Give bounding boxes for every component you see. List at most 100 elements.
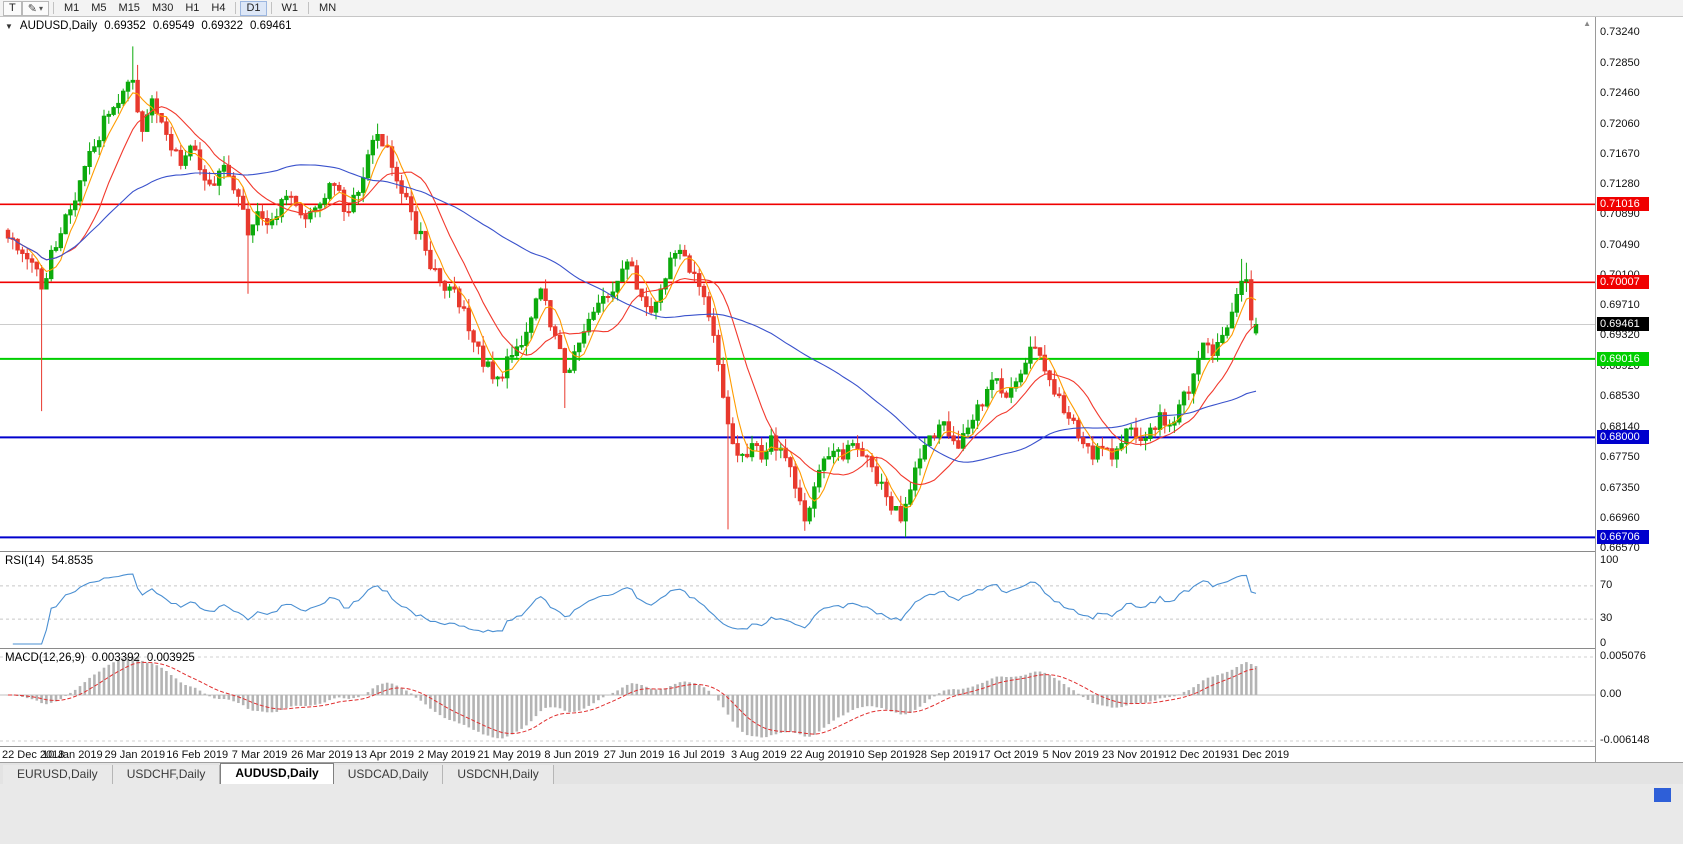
rsi-tick: 0 <box>1600 637 1607 649</box>
macd-histogram <box>6 657 1258 739</box>
toolbar-separator <box>235 2 237 14</box>
price-pane[interactable]: ▼ AUDUSD,Daily 0.69352 0.69549 0.69322 0… <box>0 17 1595 551</box>
timeframe-d1[interactable]: D1 <box>240 0 267 16</box>
price-tick: 0.71280 <box>1600 177 1640 190</box>
macd-main-value: 0.003392 <box>91 652 140 664</box>
macd-tick: 0.005076 <box>1600 650 1646 662</box>
macd-label: MACD(12,26,9) <box>5 652 85 664</box>
macd-tick: -0.006148 <box>1600 734 1650 746</box>
price-tick: 0.68920 <box>1600 360 1640 373</box>
time-axis[interactable]: 22 Dec 2018 10 Jan 2019 29 Jan 2019 16 Feb … <box>0 746 1595 762</box>
timeframe-m1[interactable]: M1 <box>63 2 80 14</box>
date-label: 27 Jun 2019 <box>603 749 665 761</box>
symbol-label: AUDUSD,Daily <box>19 20 98 32</box>
date-label: 28 Sep 2019 <box>914 749 978 761</box>
date-label: 29 Jan 2019 <box>104 749 166 761</box>
date-label: 10 Sep 2019 <box>852 749 915 761</box>
low-value: 0.69322 <box>201 20 243 32</box>
toolbar: T ✎ ▾ M1 M5 M15 M30 H1 H4 D1 W1 MN <box>0 0 1683 17</box>
rsi-pane[interactable]: RSI(14) 54.8535 <box>0 551 1595 648</box>
price-tick: 0.67350 <box>1600 481 1640 494</box>
chart-type-button[interactable]: T <box>3 0 22 16</box>
macd-title: MACD(12,26,9) 0.003392 0.003925 <box>5 652 195 664</box>
price-tick: 0.70490 <box>1600 238 1640 251</box>
macd-signal-line <box>8 661 1257 735</box>
overlay-ma-mid <box>7 106 1257 486</box>
date-label: 22 Dec 2018 <box>2 749 65 761</box>
chart-panes: ▼ AUDUSD,Daily 0.69352 0.69549 0.69322 0… <box>0 17 1595 762</box>
timeframe-m5[interactable]: M5 <box>91 2 107 14</box>
level-price-label: 0.66706 <box>1597 530 1649 545</box>
price-tick: 0.73240 <box>1600 26 1640 39</box>
pencil-icon: ✎ <box>27 2 37 15</box>
chart-title: ▼ AUDUSD,Daily 0.69352 0.69549 0.69322 0… <box>5 20 292 32</box>
level-price-label: 0.69016 <box>1597 351 1649 366</box>
rsi-value: 54.8535 <box>51 555 94 567</box>
tab-usdchf-daily[interactable]: USDCHF,Daily <box>112 765 221 784</box>
price-tick: 0.70890 <box>1600 208 1640 221</box>
rsi-tick: 70 <box>1600 578 1613 591</box>
scrollbar-thumb[interactable] <box>1654 788 1671 802</box>
date-label: 22 Aug 2019 <box>790 749 853 761</box>
overlay-ma-slow <box>7 164 1257 463</box>
rsi-tick: 30 <box>1600 612 1613 625</box>
draw-tool-button[interactable]: ✎ ▾ <box>21 0 49 16</box>
price-tick: 0.71670 <box>1600 147 1640 160</box>
date-label: 8 Jun 2019 <box>544 749 599 761</box>
price-scale[interactable]: 0.73240 0.72850 0.72460 0.72060 0.71670 0.712… <box>1595 17 1683 762</box>
tab-usdcnh-daily[interactable]: USDCNH,Daily <box>443 765 554 784</box>
price-tick: 0.72060 <box>1600 117 1640 130</box>
rsi-line <box>12 573 1257 645</box>
timeframe-m15[interactable]: M15 <box>118 2 140 14</box>
chart-type-label: T <box>9 2 16 14</box>
close-value: 0.69461 <box>249 20 292 32</box>
date-label: 16 Jul 2019 <box>667 749 725 761</box>
timeframe-h1[interactable]: H1 <box>185 2 200 14</box>
date-label: 3 Aug 2019 <box>730 749 787 761</box>
date-label: 16 Feb 2019 <box>166 749 229 761</box>
price-tick: 0.72850 <box>1600 56 1640 69</box>
high-value: 0.69549 <box>152 20 195 32</box>
price-tick: 0.72460 <box>1600 86 1640 99</box>
overlay-ma-fast <box>7 92 1257 509</box>
date-label: 31 Dec 2019 <box>1226 749 1290 761</box>
timeframe-mn[interactable]: MN <box>319 2 337 14</box>
date-label: 23 Nov 2019 <box>1101 749 1165 761</box>
open-value: 0.69352 <box>104 20 146 32</box>
date-label: 5 Nov 2019 <box>1042 749 1099 761</box>
price-tick: 0.69320 <box>1600 329 1640 342</box>
tab-audusd-daily[interactable]: AUDUSD,Daily <box>220 763 334 784</box>
bottom-strip <box>0 784 1683 844</box>
macd-chart <box>0 656 1595 742</box>
date-label: 21 May 2019 <box>477 749 541 761</box>
rsi-title: RSI(14) 54.8535 <box>5 555 93 567</box>
scroll-up-icon[interactable]: ▲ <box>1583 19 1591 28</box>
timeframe-toolbar: M1 M5 M15 M30 H1 H4 D1 W1 MN <box>58 0 342 16</box>
chevron-down-icon: ▾ <box>38 3 43 13</box>
timeframe-m30[interactable]: M30 <box>151 2 174 14</box>
date-label: 26 Mar 2019 <box>291 749 353 761</box>
bear-candles <box>5 64 1254 531</box>
timeframe-h4[interactable]: H4 <box>211 2 226 14</box>
level-price-label: 0.68000 <box>1597 430 1649 445</box>
tab-usdcad-daily[interactable]: USDCAD,Daily <box>333 765 444 784</box>
price-tick: 0.67750 <box>1600 450 1640 463</box>
price-tick: 0.68530 <box>1600 390 1640 403</box>
macd-pane[interactable]: MACD(12,26,9) 0.003392 0.003925 <box>0 648 1595 746</box>
timeframe-w1[interactable]: W1 <box>281 2 299 14</box>
candlestick-chart <box>0 46 1595 539</box>
rsi-chart <box>0 573 1595 645</box>
level-price-label: 0.70007 <box>1597 275 1649 290</box>
toolbar-separator <box>52 2 54 14</box>
date-label: 12 Dec 2019 <box>1164 749 1227 761</box>
toolbar-separator <box>308 2 310 14</box>
toolbar-separator <box>270 2 272 14</box>
collapse-triangle-icon[interactable]: ▼ <box>5 21 13 31</box>
chart-window: ▼ AUDUSD,Daily 0.69352 0.69549 0.69322 0… <box>0 17 1683 762</box>
tab-eurusd-daily[interactable]: EURUSD,Daily <box>3 765 113 784</box>
date-label: 7 Mar 2019 <box>231 749 288 761</box>
date-label: 10 Jan 2019 <box>42 749 103 761</box>
date-label: 17 Oct 2019 <box>978 749 1039 761</box>
